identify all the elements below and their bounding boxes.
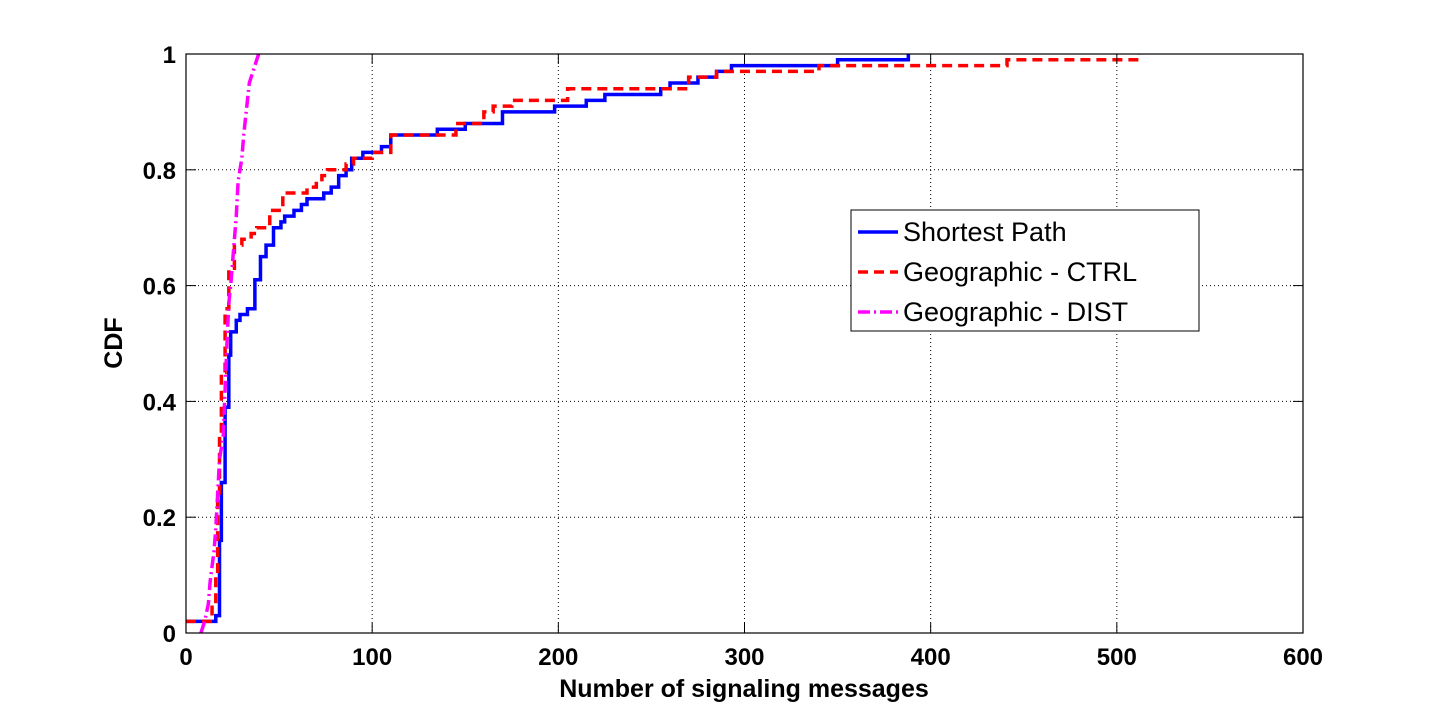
x-axis-label: Number of signaling messages [559,675,929,703]
grid [186,54,1303,633]
axis-ticks: 0 100 200 300 400 500 600 0 0.2 0.4 0.6 0.8 1 [143,42,1323,671]
y-tick-label: 1 [163,42,176,69]
x-tick-label: 600 [1283,644,1323,671]
series-layer [186,53,1141,634]
y-tick-label: 0.2 [143,505,176,532]
x-tick-label: 400 [911,644,951,671]
y-tick-label: 0.6 [143,274,176,301]
x-tick-label: 0 [179,644,192,671]
legend-label-geographic-ctrl: Geographic - CTRL [903,257,1137,287]
y-axis-label: CDF [100,317,128,368]
legend-box [850,209,1200,332]
x-tick-label: 500 [1097,644,1137,671]
legend: Shortest Path Geographic - CTRL Geograph… [850,209,1200,332]
x-tick-label: 100 [352,644,392,671]
y-tick-label: 0.8 [143,158,176,185]
legend-label-shortest-path: Shortest Path [903,217,1067,247]
series-line-geographic-dist [199,53,261,634]
x-tick-label: 200 [538,644,578,671]
series-line-shortest-path [186,54,911,624]
y-tick-label: 0 [163,621,176,648]
y-tick-label: 0.4 [143,389,177,416]
x-tick-label: 300 [724,644,764,671]
legend-label-geographic-dist: Geographic - DIST [903,297,1128,327]
